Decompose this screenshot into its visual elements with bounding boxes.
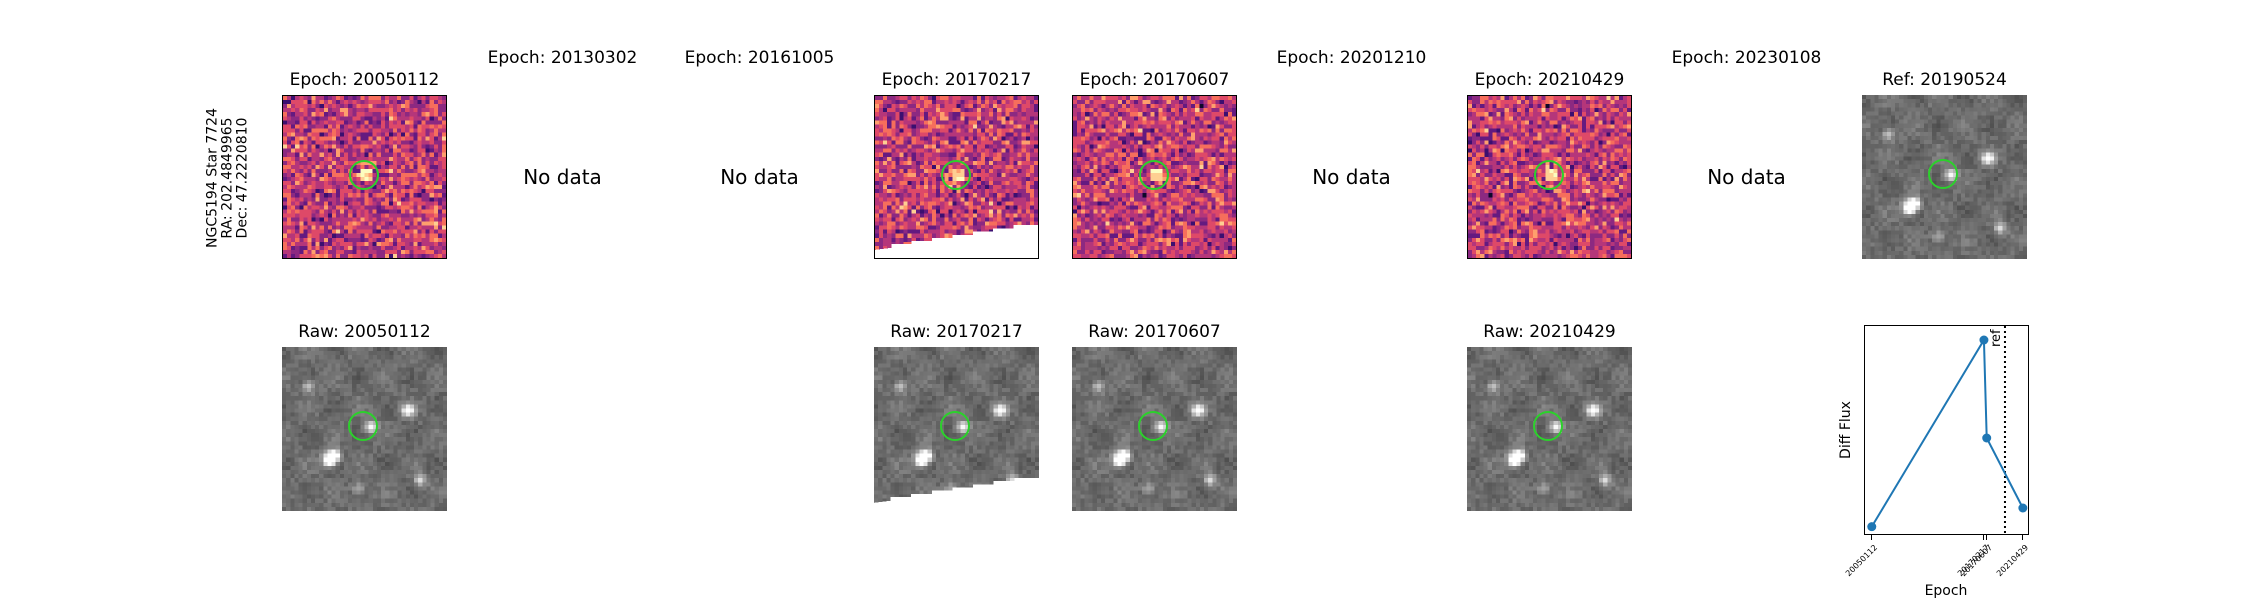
aperture-circle [1139, 160, 1169, 190]
panel-title: Epoch: 20230108 [1671, 48, 1822, 68]
star-dec: Dec: 47.2220810 [234, 117, 251, 239]
raw-panel [874, 347, 1039, 511]
panel-title: Epoch: 20170607 [1079, 70, 1230, 90]
panel-title: Ref: 20190524 [1882, 70, 2007, 90]
aperture-circle [941, 160, 971, 190]
raw-image [874, 347, 1039, 511]
panel-title: Raw: 20170607 [1088, 322, 1221, 342]
x-tick-mark [1985, 535, 1987, 540]
x-tick-mark [1870, 535, 1872, 540]
lightcurve-point [2018, 503, 2028, 513]
raw-panel [282, 347, 447, 511]
panel-title: Raw: 20170217 [890, 322, 1023, 342]
aperture-circle [348, 411, 378, 441]
reference-line-label: ref [1988, 329, 2004, 347]
panel-title: Epoch: 20050112 [289, 70, 440, 90]
aperture-circle [1138, 411, 1168, 441]
aperture-circle [349, 160, 379, 190]
lightcurve-xlabel: Epoch [1924, 583, 1968, 599]
star-ra: RA: 202.4849965 [219, 117, 236, 239]
difference-panel [282, 95, 447, 259]
x-tick-label: 20210429 [1995, 543, 2031, 579]
x-tick-label: 20050112 [1843, 543, 1880, 579]
no-data-label: No data [523, 165, 602, 189]
raw-panel [1072, 347, 1237, 511]
difference-image [283, 96, 446, 258]
no-data-label: No data [1312, 165, 1391, 189]
panel-title: Raw: 20050112 [298, 322, 431, 342]
x-tick-mark [1982, 535, 1984, 540]
aperture-circle [1928, 159, 1958, 189]
no-data-label: No data [1707, 165, 1786, 189]
difference-image [1468, 96, 1631, 258]
x-tick-mark [2021, 535, 2023, 540]
panel-title: Epoch: 20201210 [1276, 48, 1427, 68]
raw-panel [1467, 347, 1632, 511]
star-info-label: NGC5194 Star 7724 RA: 202.4849965 Dec: 4… [204, 108, 251, 248]
panel-title: Raw: 20210429 [1483, 322, 1616, 342]
raw-image [1862, 95, 2027, 259]
raw-image [1467, 347, 1632, 511]
aperture-circle [1533, 411, 1563, 441]
panel-title: Epoch: 20161005 [684, 48, 835, 68]
lightcurve-point [1979, 335, 1989, 345]
panel-title: Epoch: 20170217 [881, 70, 1032, 90]
star-name: NGC5194 Star 7724 [204, 108, 221, 248]
lightcurve-svg [1867, 326, 2028, 536]
aperture-circle [1534, 160, 1564, 190]
no-coverage-mask [875, 225, 1038, 258]
lightcurve-line [1870, 336, 2024, 528]
lightcurve-ylabel: Diff Flux [1838, 401, 1854, 459]
lightcurve-plot [1864, 325, 2029, 536]
lightcurve-point [1867, 522, 1877, 532]
difference-panel [1072, 95, 1237, 259]
panel-title: Epoch: 20130302 [487, 48, 638, 68]
panel-title: Epoch: 20210429 [1474, 70, 1625, 90]
no-data-label: No data [720, 165, 799, 189]
reference-panel [1862, 95, 2027, 259]
x-tick-label: 20170607 [1958, 543, 1995, 579]
no-coverage-mask [874, 477, 1039, 511]
difference-image [875, 96, 1038, 258]
difference-panel [874, 95, 1039, 259]
lightcurve-point [1982, 433, 1992, 443]
aperture-circle [940, 411, 970, 441]
difference-panel [1467, 95, 1632, 259]
